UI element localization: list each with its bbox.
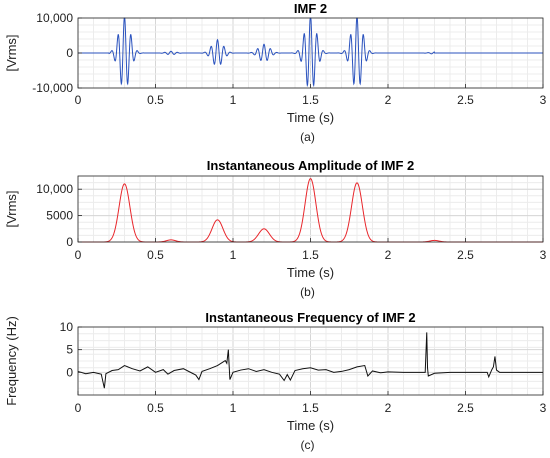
chart-panel-2: 0 0.5 1 1.5 2 2.5 3 10,000 5000 0 Instantaneous Am… (4, 158, 547, 299)
panel-caption: (b) (300, 285, 315, 299)
y-tick-label: 0 (66, 365, 73, 379)
x-tick-label: 2 (385, 93, 392, 107)
chart-title: Instantaneous Amplitude of IMF 2 (207, 158, 415, 173)
x-tick-label: 0 (75, 401, 82, 415)
x-tick-label: 2 (385, 248, 392, 262)
x-tick-label: 1 (230, 93, 237, 107)
x-tick-label: 0.5 (147, 93, 164, 107)
x-tick-label: 0 (75, 93, 82, 107)
series-line (77, 332, 543, 389)
y-axis-label: [Vrms] (4, 190, 19, 227)
x-tick-label: 2.5 (457, 401, 474, 415)
x-tick-label: 0.5 (147, 401, 164, 415)
x-tick-label: 1 (230, 401, 237, 415)
y-tick-label: 10,000 (36, 11, 73, 25)
x-tick-label: 2 (385, 401, 392, 415)
x-tick-label: 2.5 (457, 93, 474, 107)
x-tick-label: 3 (540, 401, 547, 415)
x-tick-label: 0.5 (147, 248, 164, 262)
x-axis-label: Time (s) (287, 418, 334, 433)
x-tick-label: 3 (540, 93, 547, 107)
x-tick-label: 1.5 (302, 93, 319, 107)
y-tick-label: 10 (60, 320, 74, 334)
y-axis-label: [Vrms] (4, 34, 19, 71)
y-tick-label: 5 (66, 343, 73, 357)
x-tick-label: 3 (540, 248, 547, 262)
y-tick-label: 0 (66, 235, 73, 249)
x-tick-label: 1 (230, 248, 237, 262)
y-tick-label: 0 (66, 46, 73, 60)
panel-caption: (a) (300, 130, 315, 144)
panel-caption: (c) (301, 438, 315, 452)
chart-title: IMF 2 (294, 1, 327, 16)
chart-panel-3: 0 0.5 1 1.5 2 2.5 3 10 5 0 Instantaneous Frequency… (4, 310, 547, 452)
x-tick-label: 1.5 (302, 401, 319, 415)
y-tick-label: 10,000 (36, 182, 73, 196)
y-axis-label: Frequency (Hz) (4, 316, 19, 406)
x-axis-label: Time (s) (287, 265, 334, 280)
x-tick-label: 1.5 (302, 248, 319, 262)
x-tick-label: 2.5 (457, 248, 474, 262)
y-tick-label: 5000 (46, 209, 73, 223)
x-axis-label: Time (s) (287, 110, 334, 125)
y-tick-label: -10,000 (32, 81, 73, 95)
x-tick-label: 0 (75, 248, 82, 262)
chart-title: Instantaneous Frequency of IMF 2 (205, 310, 415, 325)
